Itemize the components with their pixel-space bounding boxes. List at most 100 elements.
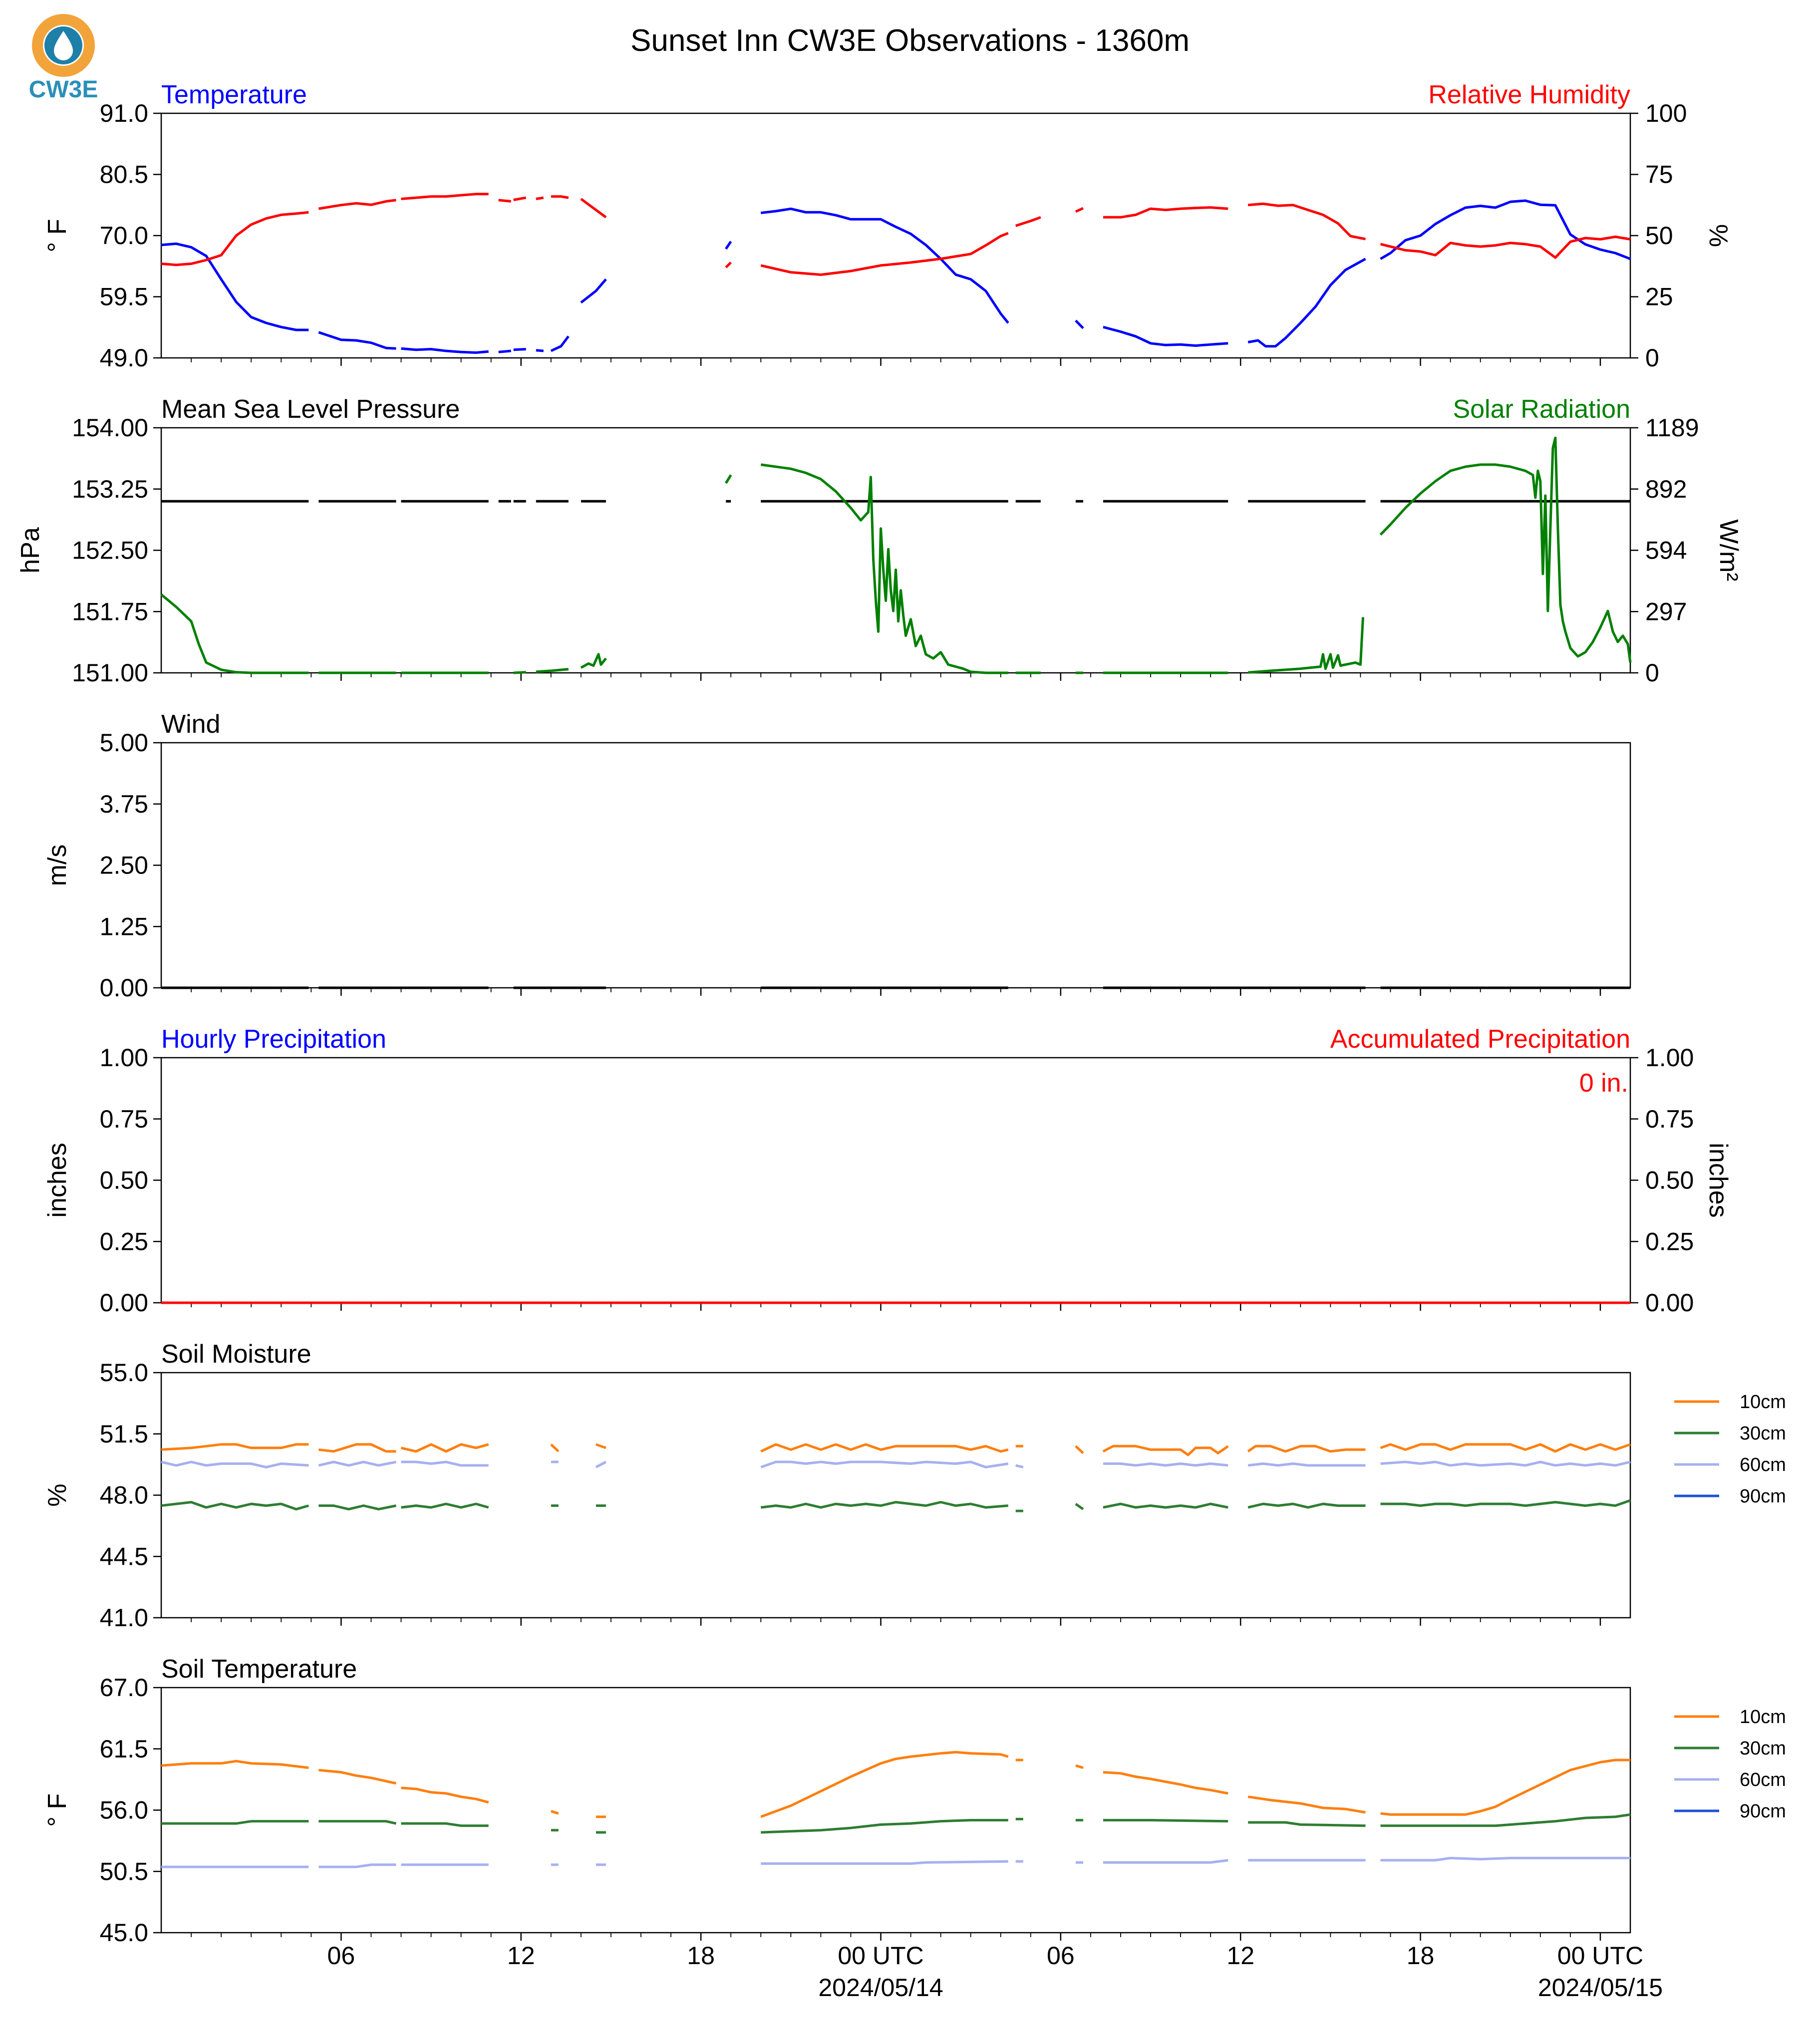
right-y-tick-label: 0: [1645, 344, 1659, 372]
x-tick-label: 00 UTC: [1557, 1942, 1643, 1970]
panel-label-left: Soil Temperature: [161, 1655, 357, 1684]
y-axis-title: hPa: [16, 527, 45, 574]
panel-label-left: Wind: [161, 710, 220, 739]
right-y-axis-title: %: [1704, 224, 1733, 247]
soil_moisture-30cm-line: [318, 1504, 396, 1511]
soil_moisture-10cm-line: [1247, 1445, 1366, 1453]
figure-title: Sunset Inn CW3E Observations - 1360m: [630, 23, 1190, 58]
soil_moisture-30cm-line: [161, 1501, 309, 1511]
soil_moisture-10cm-line: [1380, 1443, 1631, 1453]
soil_moisture-10cm-line: [318, 1443, 396, 1453]
soil_moisture-60cm-line: [1015, 1464, 1024, 1468]
legend-label-60cm: 60cm: [1740, 1454, 1786, 1475]
panel-label-left: Hourly Precipitation: [161, 1025, 386, 1054]
y-tick-label: 91.0: [100, 99, 148, 127]
temp_rh-relative-humidity-line: [318, 199, 396, 210]
soil_moisture-10cm-line: [550, 1443, 560, 1452]
soil_moisture-10cm-line: [161, 1443, 309, 1451]
temp_rh-temperature-line: [550, 335, 570, 352]
soil_moisture-60cm-line: [318, 1460, 396, 1467]
temp_rh-relative-humidity-line: [401, 193, 489, 200]
temp_rh-temperature-line: [1247, 258, 1366, 348]
right-y-tick-label: 25: [1645, 283, 1673, 311]
soil_moisture-10cm-line: [400, 1443, 489, 1453]
legend-label-90cm: 90cm: [1740, 1801, 1786, 1822]
y-tick-label: 0.25: [100, 1227, 148, 1255]
x-tick-label: 18: [1407, 1942, 1435, 1970]
temp_rh-relative-humidity-line: [1380, 235, 1631, 259]
x-tick-label: 18: [687, 1942, 715, 1970]
temp_rh-relative-humidity-line: [760, 232, 1009, 276]
right-y-tick-label: 75: [1645, 161, 1673, 189]
x-tick-label: 06: [1047, 1942, 1075, 1970]
panel-soil-moisture: 41.0 44.5 48.0 51.5 55.0 Soil Moisture% 10cm 30…: [43, 1340, 1786, 1632]
legend-label-90cm: 90cm: [1740, 1486, 1786, 1507]
temp_rh-temperature-line: [1075, 319, 1084, 329]
plot-frame: [160, 742, 1631, 989]
y-tick-label: 1.00: [100, 1044, 148, 1072]
y-tick-label: 61.5: [100, 1735, 148, 1763]
right-y-tick-label: 0.25: [1645, 1227, 1694, 1255]
temp_rh-relative-humidity-line: [161, 211, 309, 267]
legend-label-30cm: 30cm: [1740, 1423, 1786, 1444]
soil_temp-10cm-line: [1247, 1795, 1366, 1814]
y-tick-label: 5.00: [100, 729, 148, 757]
plot-frame: [160, 1057, 1631, 1304]
logo-text: CW3E: [29, 76, 98, 103]
soil_moisture-10cm-line: [1075, 1445, 1084, 1454]
pressure_solar-solar-radiation-line: [536, 668, 569, 673]
y-tick-label: 0.75: [100, 1105, 148, 1133]
panel-soil-temp: 45.0 50.5 56.0 61.5 67.0 Soil Temperature ° F 1…: [43, 1655, 1786, 1947]
soil_temp-10cm-line: [161, 1759, 309, 1769]
plot-frame: [160, 1372, 1631, 1619]
y-tick-label: 59.5: [100, 283, 148, 311]
y-tick-label: 0.00: [100, 974, 148, 1002]
panel-label-right: Relative Humidity: [1428, 80, 1630, 109]
x-date-label: 2024/05/15: [1538, 1974, 1663, 2002]
panels: 49.0 59.5 70.0 80.5 91.0 0 25 50 75 100 Temperatur…: [16, 80, 1786, 2002]
soil_temp-30cm-line: [161, 1820, 309, 1825]
plot-frame: [160, 112, 1631, 359]
soil_temp-30cm-line: [761, 1819, 1008, 1834]
y-tick-label: 3.75: [100, 790, 148, 818]
x-tick-label: 00 UTC: [838, 1942, 923, 1970]
y-tick-label: 48.0: [100, 1481, 148, 1509]
right-y-tick-label: 1.00: [1645, 1044, 1694, 1072]
temp_rh-temperature-line: [760, 207, 1009, 324]
pressure_solar-solar-radiation-line: [513, 671, 526, 674]
soil_temp-10cm-line: [1103, 1771, 1228, 1795]
soil_moisture-60cm-line: [1380, 1460, 1631, 1467]
right-y-tick-label: 50: [1645, 222, 1673, 250]
panel-label-left: Mean Sea Level Pressure: [161, 395, 460, 424]
soil_moisture-10cm-line: [596, 1443, 607, 1449]
soil_moisture-60cm-line: [595, 1460, 607, 1468]
logo-drop-icon: [54, 31, 73, 60]
y-tick-label: 151.00: [72, 659, 148, 687]
soil_temp-60cm-line: [1103, 1859, 1228, 1864]
y-tick-label: 49.0: [100, 344, 148, 372]
y-tick-label: 50.5: [100, 1857, 148, 1885]
temp_rh-temperature-line: [725, 241, 732, 250]
y-tick-label: 1.25: [100, 912, 148, 940]
y-tick-label: 44.5: [100, 1542, 148, 1570]
pressure_solar-solar-radiation-line: [760, 463, 1008, 674]
panel-precip: 0.00 0.25 0.50 0.75 1.00 0.00 0.25 0.50 0.75 1.00…: [43, 1025, 1733, 1317]
right-y-tick-label: 0.50: [1645, 1166, 1694, 1194]
soil_moisture-30cm-line: [760, 1501, 1008, 1509]
soil_temp-60cm-line: [761, 1860, 1008, 1865]
temp_rh-temperature-line: [536, 349, 544, 352]
right-y-axis-title: inches: [1704, 1143, 1733, 1217]
y-tick-label: 70.0: [100, 222, 148, 250]
soil_temp-10cm-line: [1380, 1758, 1630, 1816]
soil_temp-30cm-line: [401, 1822, 489, 1827]
panel-label-right: Solar Radiation: [1453, 395, 1630, 424]
temp_rh-relative-humidity-line: [498, 199, 511, 203]
temp_rh-relative-humidity-line: [551, 195, 569, 199]
soil_moisture-30cm-line: [401, 1502, 489, 1509]
x-tick-label: 12: [1226, 1942, 1254, 1970]
temp_rh-temperature-line: [498, 349, 511, 353]
temp_rh-relative-humidity-line: [580, 198, 607, 219]
legend-label-10cm: 10cm: [1740, 1707, 1786, 1728]
panel-wind: 0.00 1.25 2.50 3.75 5.00 Wind m/s: [43, 710, 1631, 1002]
